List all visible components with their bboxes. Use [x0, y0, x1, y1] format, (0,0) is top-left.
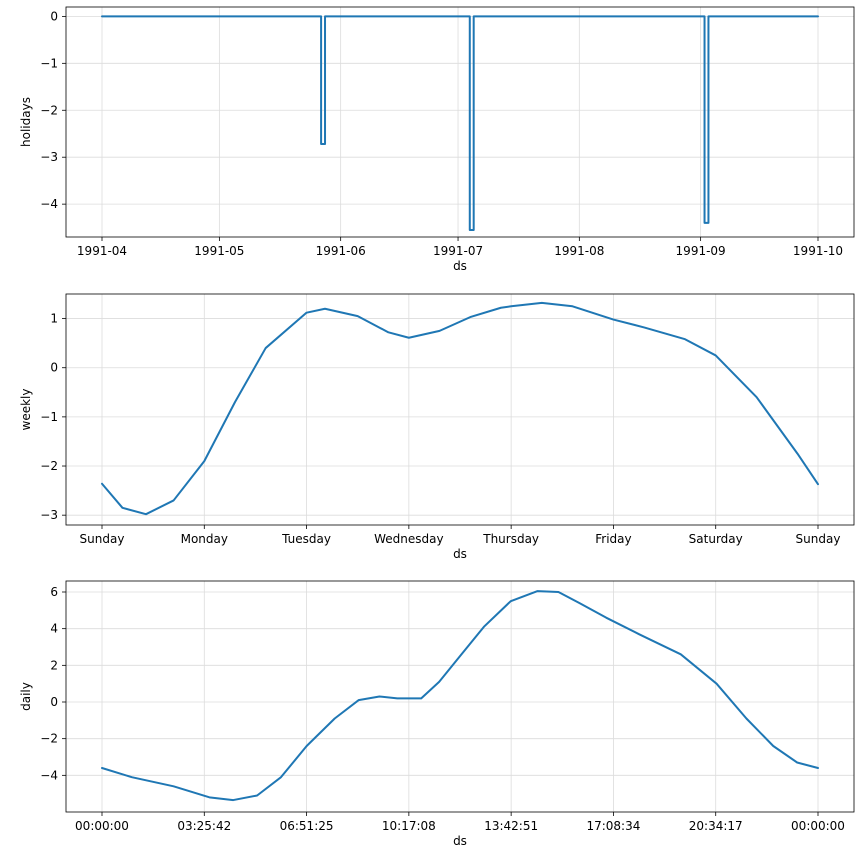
x-tick-label: Sunday: [796, 532, 841, 546]
x-tick-label: 17:08:34: [586, 819, 640, 833]
y-axis-label: daily: [19, 682, 33, 711]
y-tick-label: −3: [40, 150, 58, 164]
x-tick-label: Tuesday: [281, 532, 331, 546]
y-tick-label: 0: [50, 361, 58, 375]
x-tick-label: 20:34:17: [689, 819, 743, 833]
y-axis-label: weekly: [19, 389, 33, 431]
x-tick-label: 13:42:51: [484, 819, 538, 833]
y-tick-label: −4: [40, 197, 58, 211]
x-tick-label: 1991-08: [554, 244, 604, 258]
x-tick-label: Friday: [595, 532, 631, 546]
y-tick-label: 0: [50, 9, 58, 23]
series-line: [101, 301, 819, 516]
x-tick-label: 1991-07: [433, 244, 483, 258]
y-tick-label: 1: [50, 312, 58, 326]
x-tick-label: 1991-10: [793, 244, 843, 258]
axes-frame: [65, 293, 855, 526]
y-tick-label: −2: [40, 103, 58, 117]
y-tick-label: −2: [40, 732, 58, 746]
y-tick-label: 0: [50, 695, 58, 709]
x-axis-label: ds: [453, 547, 467, 561]
x-tick-label: 00:00:00: [791, 819, 845, 833]
y-tick-label: 2: [50, 658, 58, 672]
x-tick-label: 03:25:42: [177, 819, 231, 833]
x-tick-label: 06:51:25: [280, 819, 334, 833]
y-tick-label: 6: [50, 585, 58, 599]
x-tick-label: 1991-09: [676, 244, 726, 258]
daily-panel: 00:00:00 03:25:42 06:51:25 10:17:08 13:42:51…: [19, 580, 855, 848]
series-line: [101, 15, 819, 231]
series-line: [101, 590, 819, 802]
x-tick-label: 1991-06: [316, 244, 366, 258]
holidays-panel: 1991-04 1991-05 1991-06 1991-07 1991-08 1991-…: [19, 6, 855, 273]
y-tick-label: −1: [40, 410, 58, 424]
x-tick-label: 1991-04: [77, 244, 127, 258]
y-tick-label: −2: [40, 459, 58, 473]
x-tick-label: 00:00:00: [75, 819, 129, 833]
x-tick-label: 1991-05: [194, 244, 244, 258]
x-tick-label: Saturday: [689, 532, 743, 546]
x-tick-label: 10:17:08: [382, 819, 436, 833]
y-axis-label: holidays: [19, 97, 33, 147]
weekly-panel: Sunday Monday Tuesday Wednesday Thursday Frid…: [19, 293, 855, 561]
x-axis-label: ds: [453, 259, 467, 273]
x-tick-label: Sunday: [80, 532, 125, 546]
x-axis-label: ds: [453, 834, 467, 848]
axes-frame: [65, 6, 855, 238]
x-tick-label: Thursday: [482, 532, 539, 546]
x-tick-label: Monday: [181, 532, 228, 546]
x-tick-label: Wednesday: [374, 532, 443, 546]
y-tick-label: 4: [50, 622, 58, 636]
axes-frame: [65, 580, 855, 813]
y-tick-label: −1: [40, 56, 58, 70]
y-tick-label: −4: [40, 768, 58, 782]
y-tick-label: −3: [40, 508, 58, 522]
